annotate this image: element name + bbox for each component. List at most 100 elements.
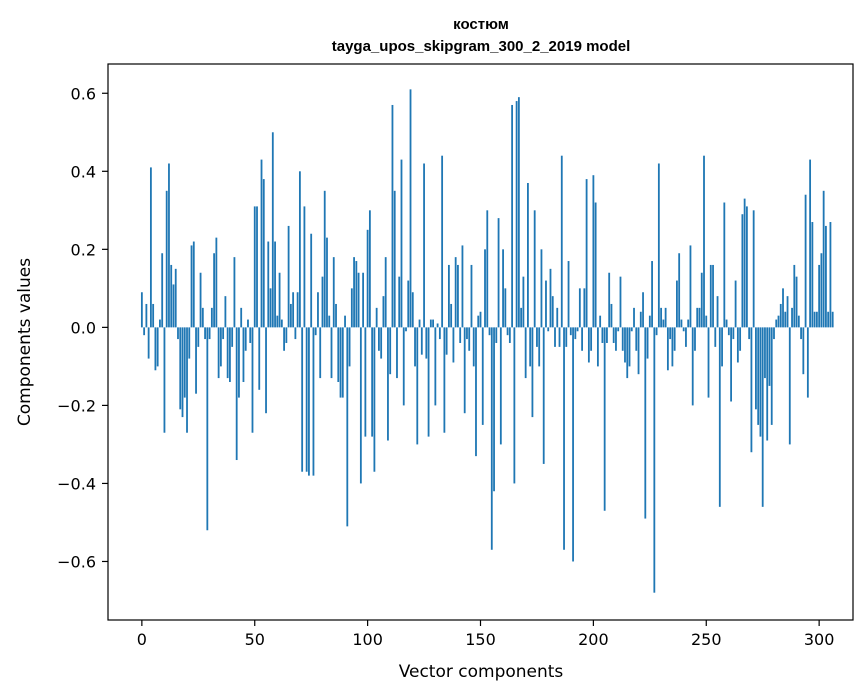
bar [251,327,254,433]
bar [603,327,606,511]
bar [538,327,541,367]
bar [709,264,712,328]
x-tick-label: 100 [352,630,383,649]
bar [253,206,256,328]
bar [743,198,746,328]
bar [791,307,793,328]
bar [822,190,825,328]
bar [190,245,193,328]
bar [314,327,317,336]
bar [662,319,665,328]
bar [441,155,444,328]
bar [481,327,484,425]
bar [626,327,629,379]
bar [418,319,421,328]
bar [804,194,807,328]
bar [574,327,577,340]
bar [644,327,647,519]
bar [820,253,823,328]
bar [714,327,717,347]
bar [247,319,249,328]
bar [592,175,595,328]
bar [391,104,394,328]
bar [423,163,425,328]
bar [547,327,550,332]
bar [639,311,642,328]
bar [219,327,222,367]
bar [511,104,514,328]
bar [303,206,306,328]
bar [156,327,159,367]
bar [696,307,699,328]
x-tick-label: 150 [465,630,496,649]
bar [222,327,225,340]
bar [429,319,432,328]
bar [741,214,744,328]
bar [664,307,667,328]
bar [438,327,441,340]
bar [633,307,635,328]
bar [459,327,462,343]
bar [197,327,200,347]
bar [565,327,568,347]
bar [750,327,753,453]
bar [730,327,732,402]
bar [700,272,703,328]
bar [648,315,651,328]
bar [414,327,416,367]
bar [387,327,389,441]
bar [145,303,148,328]
bar [373,327,376,472]
bar [400,159,403,328]
bar [576,327,579,332]
bar [651,261,653,328]
bar [244,327,247,351]
bar [484,249,486,328]
bar [350,288,353,328]
bar [560,155,563,328]
bar [371,327,374,437]
y-tick-label: −0.6 [57,552,96,571]
bar [271,132,274,328]
bar [506,327,509,336]
bar [378,327,380,351]
bar [229,327,231,382]
bar [285,327,288,343]
bar [143,327,146,336]
bar [296,292,299,328]
bar [463,327,466,414]
bar [606,327,608,343]
bar [495,327,498,343]
bar [680,319,683,328]
bar [718,327,721,507]
bar [432,319,434,328]
bar [183,327,186,398]
bar [265,327,267,414]
bar [416,327,419,445]
bar [213,253,216,328]
x-tick-label: 200 [578,630,609,649]
bar [567,261,570,328]
bar [590,327,593,351]
bar [786,296,789,328]
bar [657,163,660,328]
bar [642,292,644,328]
bar [705,315,708,328]
bar [366,229,369,328]
bar [161,253,164,328]
bar [330,327,333,379]
bar [154,327,157,371]
bar [276,315,279,328]
bar [411,292,414,328]
bar [630,327,633,332]
bar [199,272,202,328]
bar [587,327,590,363]
bar [669,327,672,340]
bar [578,288,581,328]
bar [341,327,344,398]
bar [168,163,170,328]
x-tick-label: 50 [245,630,265,649]
bar [502,249,504,328]
bar [269,288,272,328]
